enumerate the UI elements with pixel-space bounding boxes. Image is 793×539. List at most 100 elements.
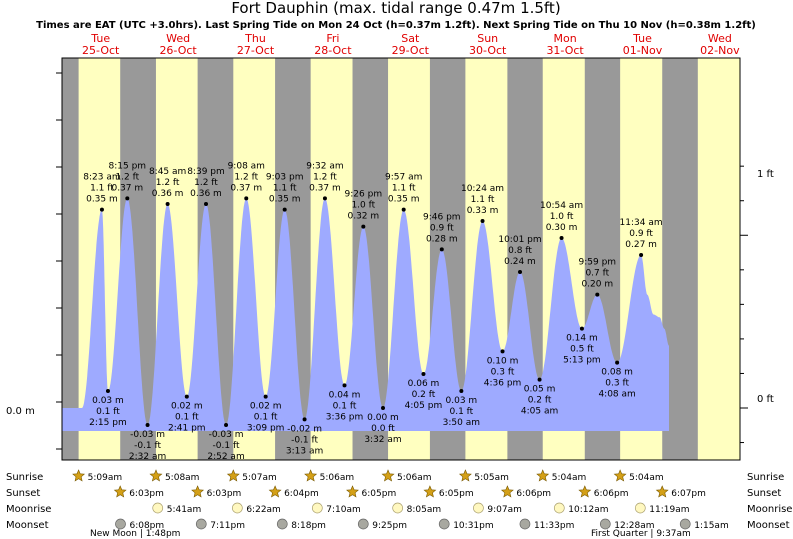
moonset-icon (438, 518, 450, 530)
tide-time-label: 9:59 pm (579, 258, 617, 268)
tide-m-label: 0.37 m (230, 183, 262, 193)
day-date: 28-Oct (314, 44, 352, 57)
sunrise-time: 5:06am (320, 473, 355, 483)
moonrise-icon (392, 502, 404, 514)
moonrise-time: 8:05am (407, 505, 442, 515)
high-tide-point (480, 218, 485, 223)
sunset-star-icon (191, 485, 205, 498)
moonrise-icon (634, 502, 646, 514)
tide-time-label: 8:15 pm (109, 161, 147, 171)
tide-time-label: 9:08 am (228, 161, 265, 171)
row-labels: Sunrise Sunset Moonrise Moonset Sunrise … (6, 472, 792, 531)
tide-m-label: 0.32 m (347, 212, 379, 222)
tide-m-label: 0.08 m (601, 368, 633, 378)
tide-m-label: 0.05 m (524, 385, 556, 395)
tide-m-label: 0.24 m (504, 257, 536, 267)
tide-m-label: 0.02 m (250, 402, 282, 412)
tide-m-label: 0.37 m (111, 183, 143, 193)
moonrise-icon (152, 502, 164, 514)
low-tide-point (537, 377, 542, 382)
tide-m-label: 0.37 m (309, 183, 341, 193)
low-tide-point (224, 423, 229, 428)
day-date: 02-Nov (700, 44, 740, 57)
tide-ft-label: 1.1 ft (90, 184, 114, 194)
tide-ft-label: 1.2 ft (234, 172, 258, 182)
high-tide-point (165, 201, 170, 206)
tide-labels: 8:23 am1.1 ft0.35 m0.03 m0.1 ft2:15 pm8:… (83, 161, 662, 462)
sunrise-time: 5:04am (629, 473, 664, 483)
tide-ft-label: 0.1 ft (450, 407, 474, 417)
sunset-time: 6:05pm (362, 489, 397, 499)
high-tide-point (518, 269, 523, 274)
sunset-star-icon (346, 485, 359, 498)
tide-ft-label: 1.1 ft (392, 184, 416, 194)
tide-time-label: 9:32 am (306, 161, 343, 171)
tide-time-label: 3:36 pm (326, 412, 364, 422)
low-tide-point (459, 388, 464, 393)
tide-ft-label: 0.1 ft (96, 407, 120, 417)
low-tide-point (184, 394, 189, 399)
day-date: 01-Nov (623, 44, 663, 57)
tide-m-label: 0.35 m (269, 195, 301, 205)
sunset-time: 6:04pm (284, 489, 319, 499)
tide-m-label: 0.27 m (625, 240, 657, 250)
row-label-moonset-right: Moonset (747, 520, 790, 531)
low-tide-point (421, 371, 426, 376)
high-tide-point (282, 207, 287, 212)
tide-time-label: 2:15 pm (89, 418, 127, 428)
high-tide-point (322, 196, 327, 201)
tide-m-label: 0.35 m (86, 195, 118, 205)
low-tide-point (579, 326, 584, 331)
day-name: Tue (90, 32, 110, 45)
day-date: 27-Oct (237, 44, 275, 57)
tide-m-label: 0.20 m (581, 280, 613, 290)
sunrise-star-icon (226, 469, 240, 482)
high-tide-point (125, 196, 130, 201)
tide-ft-label: -0.1 ft (291, 435, 318, 445)
y-axis-label-left: 0.0 m (6, 406, 35, 417)
sunset-star-icon (113, 485, 127, 498)
sunset-time: 6:03pm (129, 489, 164, 499)
y-axis-label-right-0ft: 0 ft (757, 394, 774, 405)
sunrise-star-icon (149, 469, 163, 482)
day-name: Fri (326, 32, 339, 45)
tide-ft-label: 0.0 ft (371, 424, 395, 434)
moonrise-icon (473, 502, 484, 514)
sunrise-star-icon (72, 469, 86, 482)
tide-time-label: 10:54 am (540, 201, 583, 211)
tide-m-label: 0.00 m (367, 413, 399, 423)
moonset-icon (599, 518, 611, 530)
sunrise-star-icon (304, 469, 318, 482)
day-date: 30-Oct (469, 44, 507, 57)
low-tide-point (342, 383, 347, 388)
row-label-moonset-left: Moonset (6, 520, 49, 531)
day-name: Thu (244, 32, 266, 45)
high-tide-point (361, 224, 366, 229)
moonrise-time: 11:19am (649, 505, 689, 515)
tide-time-label: 2:41 pm (168, 424, 206, 434)
low-tide-point (145, 423, 150, 428)
sunrise-time: 5:08am (165, 473, 200, 483)
day-name: Sun (477, 32, 498, 45)
tide-ft-label: 1.1 ft (471, 195, 495, 205)
tide-time-label: 3:13 am (286, 446, 323, 456)
tide-ft-label: 1.2 ft (313, 172, 337, 182)
tide-time-label: 2:32 am (129, 452, 166, 462)
low-tide-point (500, 349, 505, 354)
tide-m-label: 0.10 m (487, 356, 519, 366)
tide-time-label: 4:05 am (521, 407, 558, 417)
moonset-time: 1:15am (694, 521, 729, 531)
tide-ft-label: -0.1 ft (134, 441, 161, 451)
tide-ft-label: 0.9 ft (629, 229, 653, 239)
tide-m-label: -0.03 m (130, 430, 165, 440)
tide-time-label: 4:05 pm (405, 401, 443, 411)
tide-time-label: 5:13 pm (563, 356, 601, 366)
day-name: Mon (553, 32, 576, 45)
moonset-icon (519, 518, 531, 530)
moonset-time: 11:33pm (534, 521, 574, 531)
sunset-time: 6:05pm (439, 489, 474, 499)
tide-ft-label: 1.2 ft (156, 178, 180, 188)
day-name: Wed (708, 32, 732, 45)
moonrise-icon (231, 502, 243, 514)
row-label-sunrise-left: Sunrise (6, 472, 43, 483)
